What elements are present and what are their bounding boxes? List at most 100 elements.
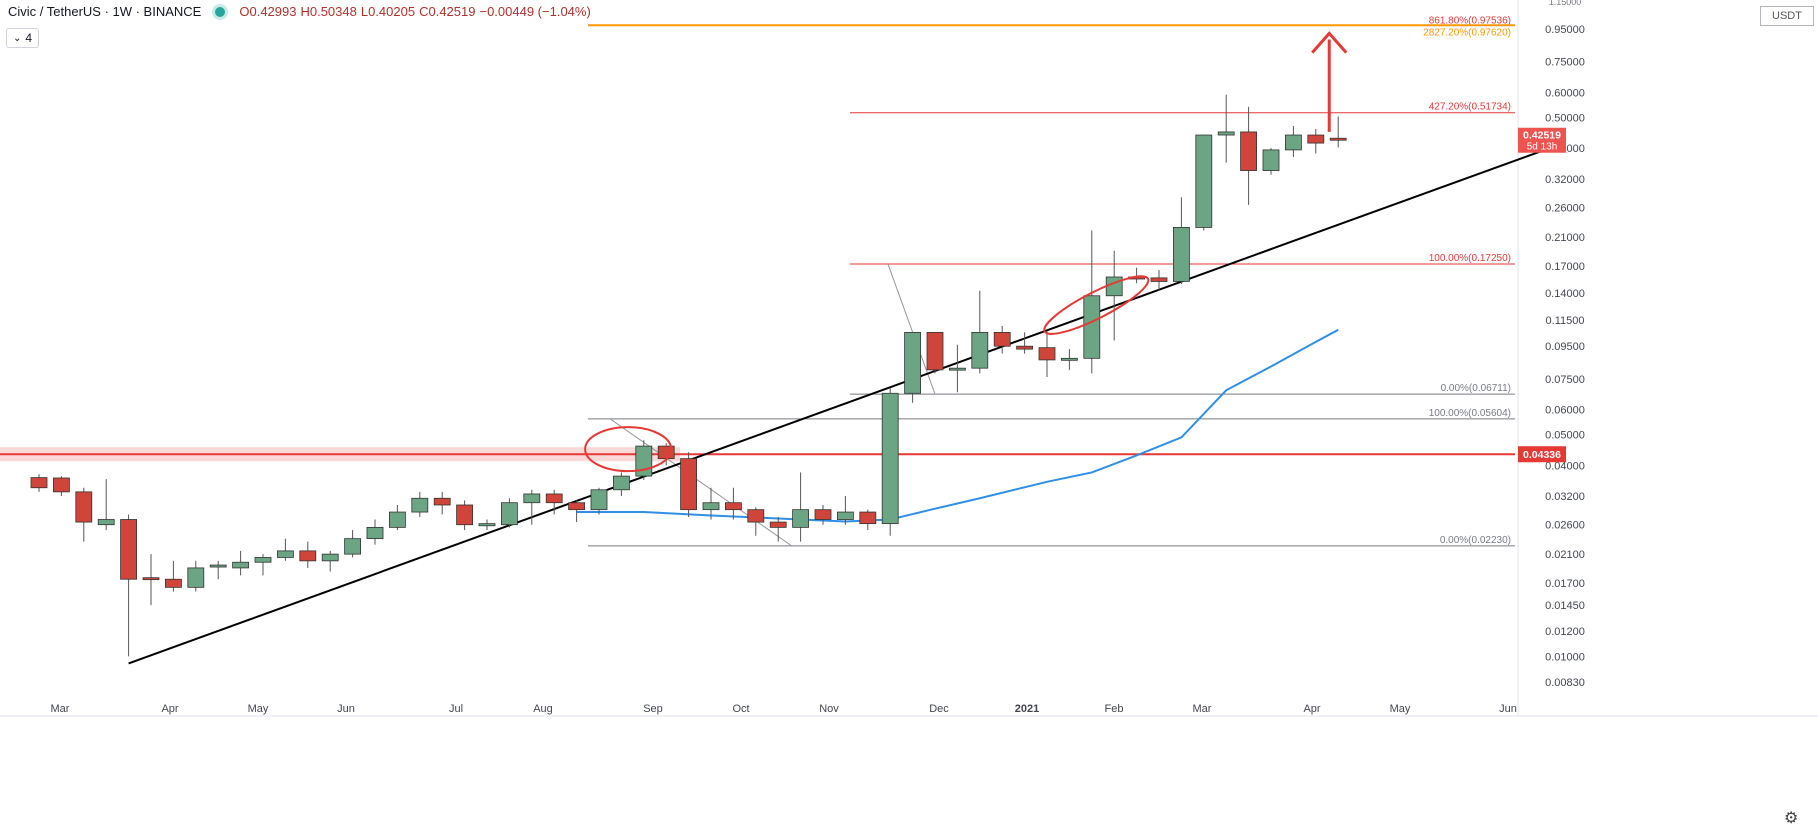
candle-body[interactable] — [904, 332, 921, 394]
candle-body[interactable] — [209, 564, 227, 568]
support-price-badge — [1518, 446, 1566, 463]
low-value: L0.40205 — [360, 4, 416, 19]
candle-body[interactable] — [478, 523, 496, 527]
time-tick-label: Apr — [1303, 703, 1320, 715]
candle-body[interactable] — [814, 509, 832, 520]
price-tick-label: 0.04000 — [1545, 460, 1585, 472]
candle-body[interactable] — [837, 511, 854, 520]
candle-body[interactable] — [500, 502, 518, 526]
candle-body[interactable] — [1285, 134, 1302, 151]
candle-body[interactable] — [232, 561, 250, 569]
candle-body[interactable] — [1173, 227, 1190, 282]
price-tick-label: 0.05000 — [1545, 430, 1585, 442]
candle-body[interactable] — [366, 526, 384, 540]
support-price-label: 0.04336 — [1523, 449, 1561, 461]
gear-icon[interactable]: ⚙ — [1784, 810, 1799, 827]
symbol-title[interactable]: Civic / TetherUS · 1W · BINANCE — [8, 4, 202, 19]
price-tick-label: 0.95000 — [1545, 24, 1585, 36]
candle-body[interactable] — [411, 497, 429, 513]
price-tick-label: 0.32000 — [1545, 174, 1585, 186]
price-tick-label: 0.01700 — [1545, 578, 1585, 590]
price-axis-partial-label: 1.15000 — [1549, 0, 1582, 7]
candle-body[interactable] — [523, 493, 541, 504]
time-tick-label: May — [248, 703, 269, 715]
candle-body[interactable] — [388, 511, 406, 528]
candle-body[interactable] — [1195, 134, 1213, 228]
candle-body[interactable] — [53, 477, 70, 493]
candle-body[interactable] — [433, 497, 451, 506]
time-tick-label: Sep — [643, 703, 663, 715]
candle-body[interactable] — [613, 475, 630, 491]
time-tick-label: Dec — [929, 703, 949, 715]
candle-body[interactable] — [747, 509, 765, 523]
candle-body[interactable] — [949, 367, 966, 371]
candle-body[interactable] — [1217, 131, 1235, 136]
candle-body[interactable] — [299, 550, 317, 562]
fib-level-label: 100.00%(0.05604) — [1429, 408, 1511, 419]
arrow-up-icon — [1311, 31, 1348, 54]
time-tick-label: Nov — [819, 703, 839, 715]
time-tick-label: Apr — [161, 703, 178, 715]
moving-average-line — [576, 328, 1339, 523]
uptrend-line[interactable] — [128, 150, 1541, 665]
indicators-toggle[interactable]: ⌄ 4 — [6, 28, 40, 48]
candle-countdown-label: 5d 13h — [1527, 142, 1558, 153]
candle-body[interactable] — [1307, 134, 1325, 144]
candle-body[interactable] — [187, 567, 205, 588]
candle-body[interactable] — [456, 504, 474, 526]
candle-body[interactable] — [120, 519, 137, 580]
time-tick-label: Jun — [337, 703, 355, 715]
candle-body[interactable] — [725, 502, 742, 511]
candle-body[interactable] — [75, 491, 93, 523]
currency-unit-button[interactable]: USDT — [1760, 6, 1814, 26]
time-tick-label: May — [1390, 703, 1411, 715]
candle-body[interactable] — [568, 502, 585, 511]
price-tick-label: 0.60000 — [1545, 87, 1585, 99]
market-status-icon — [215, 6, 226, 17]
candle-body[interactable] — [792, 509, 809, 528]
candle-body[interactable] — [321, 553, 339, 562]
high-value: H0.50348 — [300, 4, 357, 19]
candle-body[interactable] — [590, 489, 608, 511]
candle-body[interactable] — [1329, 137, 1347, 141]
price-tick-label: 0.09500 — [1545, 341, 1585, 353]
candle-body[interactable] — [1240, 131, 1257, 171]
candle-body[interactable] — [881, 392, 899, 525]
candle-body[interactable] — [164, 578, 182, 588]
candle-body[interactable] — [971, 332, 989, 369]
candle-body[interactable] — [1105, 276, 1123, 297]
close-value: C0.42519 — [419, 4, 476, 19]
time-tick-label: Jul — [449, 703, 463, 715]
candle-body[interactable] — [1150, 277, 1168, 282]
candle-body[interactable] — [993, 332, 1011, 347]
candle-body[interactable] — [769, 521, 787, 528]
candle-body[interactable] — [142, 577, 160, 581]
candle-body[interactable] — [1016, 345, 1033, 350]
price-tick-label: 0.01200 — [1545, 626, 1585, 638]
candle-body[interactable] — [1061, 357, 1078, 361]
price-tick-label: 0.11500 — [1546, 315, 1585, 327]
time-tick-label: Oct — [732, 703, 749, 715]
time-tick-label: Aug — [533, 703, 553, 715]
candle-body[interactable] — [635, 445, 653, 477]
candle-body[interactable] — [97, 519, 115, 526]
fib-level-label: 0.00%(0.06711) — [1441, 383, 1511, 394]
candle-body[interactable] — [702, 502, 720, 511]
candle-body[interactable] — [30, 477, 48, 489]
candle-body[interactable] — [926, 332, 944, 371]
candle-body[interactable] — [1038, 347, 1056, 361]
highlight-ellipse — [1043, 275, 1150, 335]
candle-body[interactable] — [344, 538, 362, 555]
time-tick-label: Feb — [1105, 703, 1124, 715]
candle-body[interactable] — [254, 557, 272, 563]
candle-body[interactable] — [545, 493, 563, 504]
candle-body[interactable] — [859, 511, 877, 525]
price-tick-label: 0.02100 — [1545, 549, 1585, 561]
price-tick-label: 0.26000 — [1545, 203, 1585, 215]
candle-body[interactable] — [1262, 149, 1280, 171]
candle-body[interactable] — [276, 550, 294, 558]
candle-body[interactable] — [1083, 295, 1101, 359]
candle-body[interactable] — [680, 458, 697, 511]
